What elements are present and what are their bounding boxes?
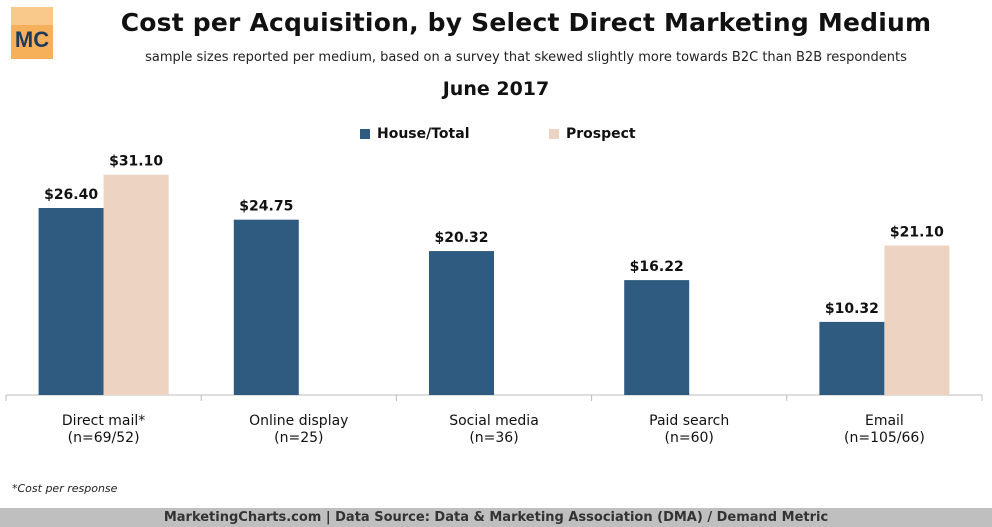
bar-house [624, 280, 690, 395]
data-label: $16.22 [630, 259, 684, 275]
x-tick-label: Direct mail* [62, 413, 145, 429]
chart-date: June 2017 [442, 78, 550, 100]
data-label: $24.75 [239, 199, 293, 215]
bar-prospect [103, 174, 169, 395]
data-label: $10.32 [825, 301, 879, 317]
data-label: $26.40 [44, 187, 98, 203]
x-tick-label: Email [865, 413, 904, 429]
x-tick-sample-size: (n=25) [274, 430, 323, 446]
legend-swatch-prospect [549, 129, 559, 139]
bar-house [38, 208, 104, 395]
x-tick-label: Paid search [649, 413, 729, 429]
marketingcharts-logo: MC [11, 7, 53, 59]
logo-text: MC [15, 27, 49, 52]
bar-house [819, 321, 885, 395]
x-tick-label: Online display [249, 413, 348, 429]
chart-title: Cost per Acquisition, by Select Direct M… [120, 8, 932, 37]
chart-legend: House/Total Prospect [0, 126, 992, 146]
legend-item-prospect: Prospect [549, 126, 636, 142]
footnote: *Cost per response [12, 482, 118, 495]
chart-subtitle: sample sizes reported per medium, based … [145, 50, 907, 65]
bar-house [429, 251, 494, 395]
x-tick-sample-size: (n=69/52) [68, 430, 140, 446]
legend-label-prospect: Prospect [566, 126, 636, 142]
data-label: $20.32 [434, 230, 488, 246]
legend-label-house: House/Total [377, 126, 470, 142]
x-tick-sample-size: (n=60) [665, 430, 714, 446]
x-tick-label: Social media [449, 413, 539, 429]
bar-house [233, 219, 299, 395]
data-label: $31.10 [109, 154, 163, 170]
legend-item-house: House/Total [360, 126, 470, 142]
bar-prospect [884, 245, 950, 395]
legend-swatch-house [360, 129, 370, 139]
logo-highlight [11, 7, 53, 25]
x-tick-sample-size: (n=36) [469, 430, 518, 446]
footer-source: MarketingCharts.com | Data Source: Data … [0, 508, 992, 527]
data-label: $21.10 [890, 225, 944, 241]
x-tick-sample-size: (n=105/66) [844, 430, 925, 446]
